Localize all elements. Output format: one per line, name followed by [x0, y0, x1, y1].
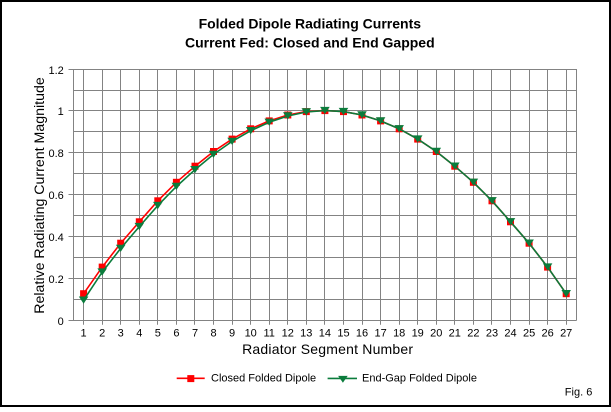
svg-text:11: 11 — [263, 328, 274, 340]
svg-text:0.8: 0.8 — [49, 148, 64, 160]
svg-text:16: 16 — [356, 328, 368, 340]
svg-text:14: 14 — [319, 328, 331, 340]
svg-text:0.2: 0.2 — [49, 274, 64, 286]
svg-text:27: 27 — [560, 328, 572, 340]
svg-text:Folded Dipole Radiating Curren: Folded Dipole Radiating Currents — [199, 16, 422, 32]
svg-text:9: 9 — [229, 328, 235, 340]
svg-text:Current Fed: Closed and End Ga: Current Fed: Closed and End Gapped — [185, 35, 435, 51]
svg-text:25: 25 — [523, 328, 535, 340]
svg-text:Fig. 6: Fig. 6 — [565, 387, 593, 399]
svg-text:2: 2 — [99, 328, 105, 340]
svg-text:Closed Folded Dipole: Closed Folded Dipole — [211, 373, 316, 385]
svg-text:15: 15 — [337, 328, 349, 340]
svg-text:22: 22 — [467, 328, 479, 340]
svg-text:End-Gap Folded Dipole: End-Gap Folded Dipole — [362, 373, 477, 385]
svg-text:Radiator Segment Number: Radiator Segment Number — [242, 341, 413, 357]
svg-text:21: 21 — [449, 328, 461, 340]
svg-text:26: 26 — [541, 328, 553, 340]
svg-text:6: 6 — [173, 328, 179, 340]
svg-text:0.6: 0.6 — [49, 190, 64, 202]
svg-text:18: 18 — [393, 328, 405, 340]
svg-text:19: 19 — [412, 328, 424, 340]
svg-text:24: 24 — [504, 328, 516, 340]
svg-text:17: 17 — [374, 328, 386, 340]
svg-text:12: 12 — [282, 328, 294, 340]
svg-text:0.4: 0.4 — [49, 232, 64, 244]
svg-text:1: 1 — [58, 106, 64, 118]
svg-text:7: 7 — [192, 328, 198, 340]
svg-text:Relative Radiating Current Mag: Relative Radiating Current Magnitude — [32, 77, 48, 314]
svg-text:0: 0 — [58, 316, 64, 328]
svg-text:1.2: 1.2 — [49, 65, 64, 77]
svg-text:10: 10 — [245, 328, 257, 340]
svg-text:4: 4 — [136, 328, 142, 340]
svg-text:20: 20 — [430, 328, 442, 340]
svg-text:1: 1 — [81, 328, 87, 340]
svg-text:5: 5 — [155, 328, 161, 340]
svg-text:3: 3 — [118, 328, 124, 340]
svg-text:13: 13 — [300, 328, 312, 340]
svg-text:8: 8 — [210, 328, 216, 340]
svg-text:23: 23 — [486, 328, 498, 340]
